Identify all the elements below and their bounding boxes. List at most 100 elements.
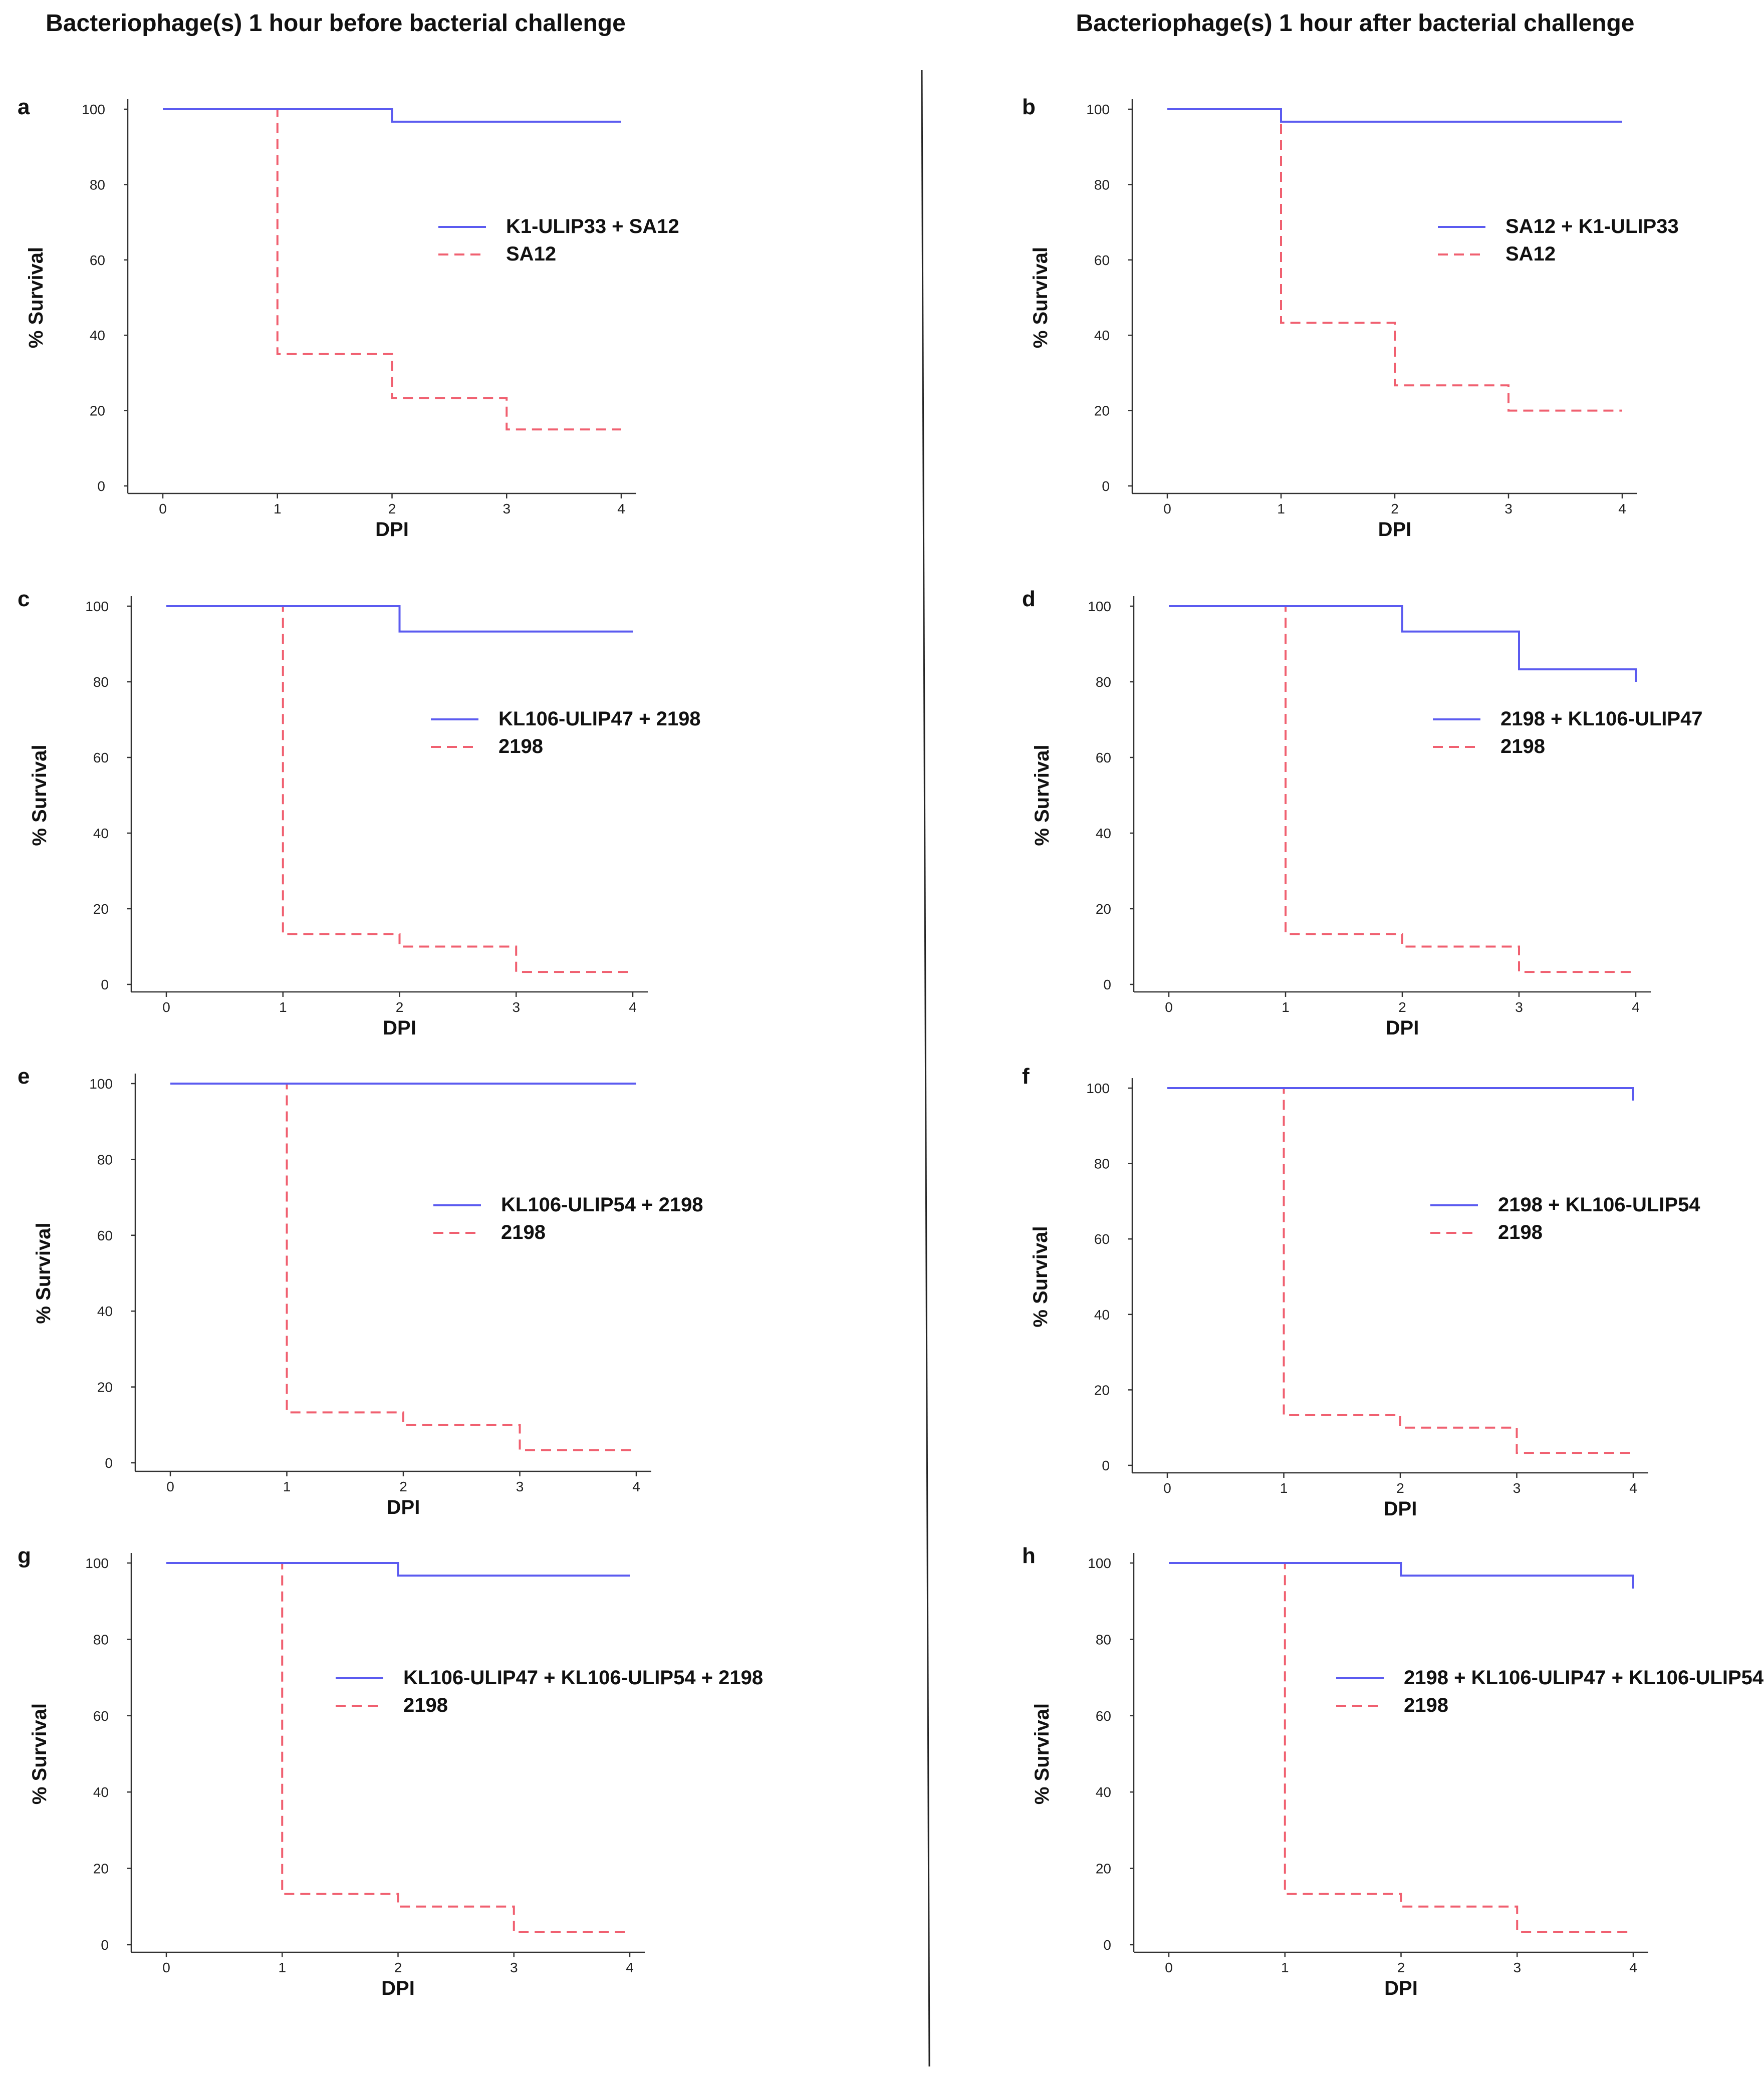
panel-label: h <box>1022 1543 1036 1568</box>
y-axis-title: % Survival <box>1030 1226 1052 1327</box>
y-tick-label: 20 <box>93 901 109 917</box>
x-tick-label: 4 <box>632 1479 640 1494</box>
legend-label: 2198 <box>1500 735 1545 757</box>
legend-label: 2198 <box>498 735 543 757</box>
y-tick-label: 0 <box>97 478 105 494</box>
x-tick-label: 0 <box>166 1479 174 1494</box>
x-tick-label: 1 <box>1277 501 1285 516</box>
x-axis-title: DPI <box>375 518 409 541</box>
x-axis-title: DPI <box>1384 1498 1417 1520</box>
y-tick-label: 100 <box>1086 102 1110 117</box>
x-axis-title: DPI <box>387 1496 420 1518</box>
x-tick-label: 1 <box>278 1960 286 1975</box>
treatment-series-line <box>166 605 633 633</box>
y-tick-label: 80 <box>97 1152 113 1167</box>
y-tick-label: 20 <box>1096 901 1111 917</box>
x-tick-label: 4 <box>626 1960 634 1975</box>
x-tick-label: 4 <box>1632 999 1640 1015</box>
treatment-series-line <box>166 1562 630 1577</box>
y-axis-title: % Survival <box>29 744 51 846</box>
x-tick-label: 2 <box>396 999 404 1015</box>
y-axis-title: % Survival <box>33 1222 55 1324</box>
x-tick-label: 3 <box>1513 1960 1521 1975</box>
panel-label: b <box>1022 95 1036 119</box>
legend-label: SA12 <box>1505 243 1556 265</box>
x-tick-label: 2 <box>1398 999 1406 1015</box>
x-tick-label: 4 <box>1629 1480 1637 1496</box>
y-tick-label: 80 <box>90 177 105 192</box>
legend-label: K1-ULIP33 + SA12 <box>506 215 679 237</box>
control-series-line <box>1169 1562 1633 1933</box>
chart-panel-c: c 0 20 40 60 80 100 0 1 2 3 4 DPI % Survival KL106-ULI… <box>18 587 701 1039</box>
y-tick-label: 0 <box>1103 1937 1111 1953</box>
x-tick-label: 1 <box>279 999 287 1015</box>
legend-label: 2198 + KL106-ULIP54 <box>1498 1194 1700 1216</box>
panel-label: d <box>1022 587 1036 611</box>
x-tick-label: 2 <box>1396 1480 1404 1496</box>
x-tick-label: 4 <box>629 999 637 1015</box>
legend-label: 2198 <box>403 1694 448 1716</box>
treatment-series-line <box>163 108 621 123</box>
y-tick-label: 20 <box>1096 1861 1111 1877</box>
panel-label: f <box>1022 1064 1030 1089</box>
y-tick-label: 100 <box>1088 1555 1111 1571</box>
legend-label: 2198 + KL106-ULIP47 <box>1500 708 1703 730</box>
control-series-line <box>1167 108 1622 412</box>
y-tick-label: 40 <box>93 826 109 841</box>
y-axis-title: % Survival <box>1031 744 1053 846</box>
legend-label: SA12 + K1-ULIP33 <box>1505 215 1679 237</box>
y-tick-label: 0 <box>1103 977 1111 992</box>
y-tick-label: 20 <box>97 1380 113 1395</box>
x-tick-label: 3 <box>1513 1480 1521 1496</box>
x-tick-label: 0 <box>1163 1480 1171 1496</box>
x-tick-label: 1 <box>1280 1480 1288 1496</box>
y-tick-label: 80 <box>1094 177 1110 192</box>
legend-label: SA12 <box>506 243 556 265</box>
y-tick-label: 40 <box>93 1784 109 1800</box>
panel-label: e <box>18 1064 30 1089</box>
y-tick-label: 100 <box>89 1076 113 1092</box>
y-tick-label: 40 <box>1096 826 1111 841</box>
y-tick-label: 0 <box>105 1455 113 1471</box>
y-tick-label: 80 <box>1096 1632 1111 1647</box>
chart-panel-d: d 0 20 40 60 80 100 0 1 2 3 4 DPI % Survival 2198 + KL… <box>1022 587 1703 1039</box>
control-series-line <box>166 605 633 973</box>
panel-label: c <box>18 587 30 611</box>
y-tick-label: 40 <box>1094 328 1110 343</box>
chart-panel-e: e 0 20 40 60 80 100 0 1 2 3 4 DPI % Survival KL106-ULI… <box>18 1064 703 1518</box>
panel-label: a <box>18 95 30 119</box>
legend-label: KL106-ULIP47 + KL106-ULIP54 + 2198 <box>403 1667 763 1689</box>
x-tick-label: 3 <box>1504 501 1513 516</box>
y-tick-label: 40 <box>1096 1784 1111 1800</box>
x-tick-label: 3 <box>516 1479 524 1494</box>
y-tick-label: 0 <box>1102 478 1110 494</box>
y-tick-label: 60 <box>93 1708 109 1724</box>
y-tick-label: 100 <box>85 1555 109 1571</box>
x-tick-label: 0 <box>1163 501 1171 516</box>
panel-label: g <box>18 1543 31 1568</box>
chart-panel-a: a 0 20 40 60 80 100 0 1 2 3 4 DPI % Survival K1-ULIP33… <box>18 95 679 541</box>
chart-panel-g: g 0 20 40 60 80 100 0 1 2 3 4 DPI % Survival KL106-ULI… <box>18 1543 763 1999</box>
control-series-line <box>163 108 621 431</box>
control-series-line <box>166 1562 630 1933</box>
x-tick-label: 2 <box>1397 1960 1405 1975</box>
x-tick-label: 3 <box>512 999 520 1015</box>
y-tick-label: 20 <box>90 403 105 419</box>
x-tick-label: 0 <box>162 1960 170 1975</box>
y-tick-label: 100 <box>1088 599 1111 614</box>
x-axis-title: DPI <box>381 1977 415 1999</box>
chart-panel-f: f 0 20 40 60 80 100 0 1 2 3 4 DPI % Survival 2198 + KL… <box>1022 1064 1700 1520</box>
x-tick-label: 3 <box>1515 999 1523 1015</box>
treatment-series-line <box>1167 108 1622 123</box>
x-tick-label: 2 <box>1391 501 1399 516</box>
y-tick-label: 100 <box>85 599 109 614</box>
legend-label: 2198 <box>501 1221 546 1243</box>
y-tick-label: 80 <box>1096 674 1111 690</box>
y-tick-label: 0 <box>101 1937 109 1953</box>
x-axis-title: DPI <box>383 1017 416 1039</box>
x-tick-label: 0 <box>1165 1960 1173 1975</box>
x-tick-label: 3 <box>510 1960 518 1975</box>
x-tick-label: 4 <box>1629 1960 1637 1975</box>
